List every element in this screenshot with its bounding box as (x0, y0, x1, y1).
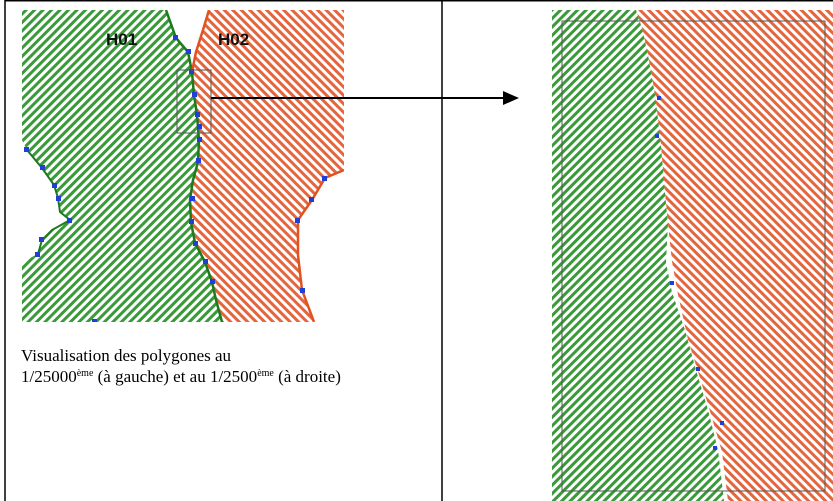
table-borders (4, 0, 833, 501)
caption-sup-1: ème (76, 368, 94, 379)
zoom-arrow (211, 91, 519, 105)
label-h01: H01 (106, 30, 137, 49)
figure-caption: Visualisation des polygones au 1/25000èm… (21, 345, 429, 387)
vertex-markers-zoomed (655, 96, 724, 450)
polygon-h01-zoomed (552, 10, 724, 501)
caption-middle: (à gauche) et au 1/2500 (93, 367, 258, 386)
right-map (552, 10, 833, 501)
zoom-frame (561, 20, 826, 492)
left-map-notch (22, 140, 70, 262)
polygon-h01 (22, 10, 222, 322)
caption-scale-small: 1/25000 (21, 367, 77, 386)
caption-line1: Visualisation des polygones au (21, 346, 232, 365)
h01-h02-boundary (164, 10, 224, 322)
vertex-markers (24, 35, 327, 322)
label-h02: H02 (218, 30, 249, 49)
caption-end: (à droite) (273, 367, 341, 386)
caption-sup-2: ème (257, 368, 274, 379)
polygon-h02 (190, 10, 344, 322)
zoom-extent-box (176, 69, 212, 134)
polygon-h02-zoomed (636, 10, 833, 501)
left-map: H01 H02 (22, 10, 344, 322)
